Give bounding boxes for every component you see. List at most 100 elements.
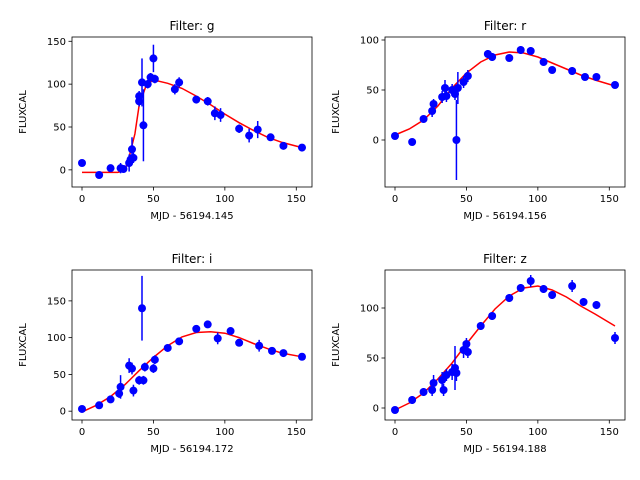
x-tick-label: 50 [460,194,473,205]
data-point [453,84,462,92]
data-point [268,346,276,355]
y-tick-label: 100 [47,80,66,91]
data-point [452,369,461,377]
data-point [203,320,212,329]
data-point [539,285,548,293]
data-point [266,133,275,142]
data-point [140,363,149,372]
data-point [419,115,428,123]
data-point [463,72,472,80]
data-point [391,406,399,414]
data-point [488,312,497,320]
data-point [298,352,306,361]
data-point [516,46,525,54]
data-point [119,165,128,173]
panel-z: 0 50 100 150 0 50 100 Filter: z MJD - 56194.188 F… [331,252,626,455]
y-tick-label: 50 [366,354,379,365]
data-point [129,153,138,162]
data-point [611,81,619,89]
axes-frame [384,36,626,188]
data-point [139,376,148,385]
data-point [408,138,417,146]
x-tick-label: 150 [600,194,619,205]
plot-area [391,46,619,180]
data-point [106,164,115,173]
data-point [138,304,146,313]
data-point [192,324,201,333]
x-tick-label: 150 [600,427,619,438]
x-tick-label: 0 [392,427,398,438]
data-point [592,301,601,309]
data-point [592,73,601,81]
axes-frame [71,36,313,188]
x-tick-label: 100 [528,427,547,438]
y-axis-label: FLUXCAL [18,90,29,134]
data-point [245,131,254,140]
y-axis-label: FLUXCAL [18,323,29,367]
x-tick-label: 50 [147,427,160,438]
x-axis-label: MJD - 56194.188 [463,444,546,455]
y-tick-label: 50 [53,370,66,381]
data-point [439,386,448,394]
data-point [516,284,525,292]
data-point [419,388,428,396]
data-point [579,298,588,306]
y-tick-label: 150 [47,296,66,307]
data-point [235,124,244,133]
data-point [255,341,264,350]
data-point [95,401,104,410]
data-point [150,75,159,83]
data-point [170,85,179,94]
data-point [441,84,449,92]
data-point [149,54,158,63]
panel-g: 0 50 100 150 0 50 100 150 Filter: g MJD - 56194.1… [18,19,313,222]
data-point [143,80,152,89]
data-point [526,277,535,285]
y-tick-label: 50 [366,86,379,97]
data-point [611,334,619,342]
data-point [428,386,437,394]
x-tick-label: 150 [287,427,306,438]
data-point [476,322,485,330]
axes-frame [71,269,313,421]
data-point [235,338,244,347]
data-point [106,395,115,404]
data-point [163,343,172,352]
y-tick-label: 0 [373,136,379,147]
data-point [539,58,548,66]
data-point [459,78,468,86]
data-point [526,47,535,55]
x-tick-label: 100 [215,194,234,205]
data-point [451,90,459,98]
data-point [408,396,417,404]
data-point [279,141,288,150]
data-point [548,291,557,299]
panel-title: Filter: r [484,19,526,33]
data-point [216,111,225,119]
data-point [442,92,451,100]
data-point [115,389,124,398]
data-point [568,67,577,75]
data-point [253,125,262,134]
data-point [95,171,104,179]
data-point [135,97,144,106]
data-point [428,107,437,115]
y-axis-label: FLUXCAL [331,323,342,367]
data-point [175,78,184,87]
y-tick-label: 100 [360,304,379,315]
data-point [462,340,471,348]
x-tick-label: 50 [460,427,473,438]
data-point [488,53,497,61]
data-point [128,145,136,154]
x-tick-label: 100 [528,194,547,205]
panel-title: Filter: i [172,252,213,266]
data-point [175,337,184,346]
x-tick-label: 50 [147,194,160,205]
x-tick-label: 0 [79,427,85,438]
y-tick-label: 150 [47,37,66,48]
y-tick-label: 50 [53,123,66,134]
x-tick-label: 150 [287,194,306,205]
data-point [78,159,86,167]
data-point [116,382,125,391]
